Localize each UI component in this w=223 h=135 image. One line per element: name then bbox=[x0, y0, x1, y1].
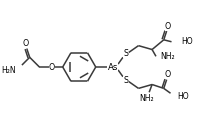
Text: H₂N: H₂N bbox=[2, 66, 16, 75]
Text: O: O bbox=[165, 22, 171, 31]
Text: NH₂: NH₂ bbox=[139, 94, 154, 103]
Text: HO: HO bbox=[177, 92, 189, 101]
Text: As: As bbox=[108, 63, 118, 72]
Text: O: O bbox=[23, 39, 29, 48]
Text: S: S bbox=[123, 76, 128, 85]
Text: O: O bbox=[49, 63, 55, 72]
Text: O: O bbox=[165, 70, 171, 79]
Text: HO: HO bbox=[181, 37, 193, 46]
Text: S: S bbox=[123, 49, 128, 58]
Text: NH₂: NH₂ bbox=[160, 52, 174, 61]
